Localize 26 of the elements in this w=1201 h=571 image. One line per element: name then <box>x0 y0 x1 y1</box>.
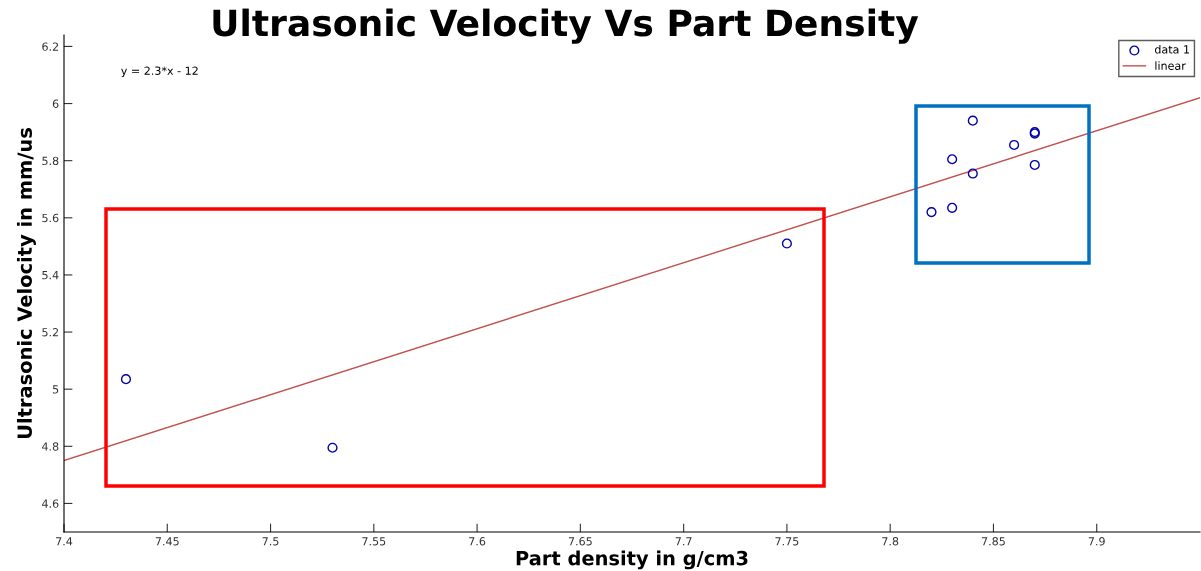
x-tick-label: 7.9 <box>1088 537 1105 546</box>
y-tick-label: 6 <box>52 99 59 108</box>
y-tick-label: 5 <box>52 385 59 394</box>
x-tick-label: 7.8 <box>882 537 899 546</box>
x-tick-label: 7.65 <box>568 537 592 546</box>
y-tick-label: 6.2 <box>42 42 59 51</box>
y-tick-label: 4.6 <box>42 499 59 508</box>
x-tick-label: 7.75 <box>775 537 799 546</box>
y-axis-title: Ultrasonic Velocity in mm/us <box>16 128 36 439</box>
y-tick-label: 5.2 <box>42 328 59 337</box>
x-tick-label: 7.85 <box>982 537 1005 546</box>
x-tick-label: 7.55 <box>362 537 386 546</box>
x-tick-label: 7.4 <box>56 537 73 546</box>
chart-title: Ultrasonic Velocity Vs Part Density <box>213 8 919 44</box>
legend-label: linear <box>1155 61 1186 70</box>
x-tick-label: 7.45 <box>155 537 179 546</box>
annotation: y = 2.3*x - 12 <box>121 66 198 78</box>
y-tick-label: 5.8 <box>42 156 59 166</box>
x-tick-label: 7.6 <box>469 537 486 546</box>
y-tick-label: 4.8 <box>42 442 59 451</box>
x-tick-label: 7.5 <box>262 537 279 546</box>
x-tick-label: 7.7 <box>675 537 692 546</box>
y-tick-label: 5.4 <box>42 271 59 280</box>
x-axis-title: Part density in g/cm3 <box>516 550 748 570</box>
legend-label: data 1 <box>1154 45 1189 54</box>
y-tick-label: 5.6 <box>42 213 59 223</box>
